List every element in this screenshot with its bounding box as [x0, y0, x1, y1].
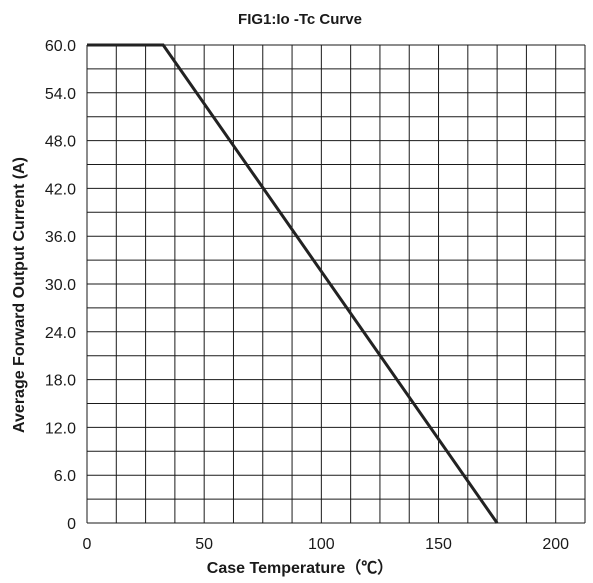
y-tick-label: 54.0	[45, 86, 76, 103]
y-tick-label: 12.0	[45, 420, 76, 437]
y-tick-label: 36.0	[45, 229, 76, 246]
y-tick-label: 42.0	[45, 181, 76, 198]
x-axis-label: Case Temperature（℃）	[207, 559, 393, 577]
y-tick-label: 18.0	[45, 373, 76, 390]
x-tick-label: 50	[195, 536, 213, 553]
x-tick-label: 150	[425, 536, 452, 553]
y-tick-label: 6.0	[54, 468, 76, 485]
chart-title: FIG1:Io -Tc Curve	[238, 11, 362, 28]
x-tick-label: 200	[542, 536, 569, 553]
y-tick-label: 24.0	[45, 325, 76, 342]
x-tick-label: 0	[83, 536, 92, 553]
io-tc-curve-line	[87, 43, 499, 524]
y-tick-labels: 0 6.0 12.0 18.0 24.0 30.0 36.0 42.0 48.0 54.0 60.0	[45, 38, 76, 533]
x-tick-labels: 0 50 100 150 200	[83, 536, 570, 553]
y-axis-label: Average Forward Output Current (A)	[11, 157, 28, 433]
x-tick-label: 100	[308, 536, 335, 553]
y-tick-label: 60.0	[45, 38, 76, 55]
y-tick-label: 30.0	[45, 277, 76, 294]
series-group	[87, 43, 499, 524]
y-tick-label: 48.0	[45, 134, 76, 151]
y-tick-label: 0	[67, 516, 76, 533]
grid	[86, 44, 586, 524]
